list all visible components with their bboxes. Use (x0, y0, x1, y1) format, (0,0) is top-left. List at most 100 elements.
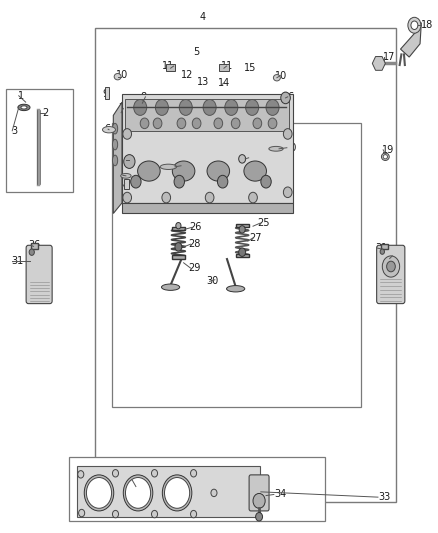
Circle shape (175, 243, 182, 251)
Text: 9: 9 (102, 88, 109, 99)
Ellipse shape (269, 147, 283, 151)
Bar (112, 123, 361, 407)
Polygon shape (400, 22, 421, 57)
Circle shape (78, 471, 84, 478)
Ellipse shape (114, 74, 121, 80)
Ellipse shape (138, 161, 160, 181)
Text: 22: 22 (178, 161, 191, 171)
Circle shape (217, 175, 228, 188)
Ellipse shape (21, 106, 27, 109)
Ellipse shape (266, 100, 279, 115)
Circle shape (211, 489, 217, 497)
Circle shape (153, 118, 162, 128)
Ellipse shape (113, 139, 118, 150)
Ellipse shape (203, 100, 216, 115)
Bar (172, 255, 185, 259)
Circle shape (152, 511, 158, 518)
Circle shape (152, 470, 158, 477)
Text: 10: 10 (117, 70, 129, 79)
Ellipse shape (121, 173, 131, 178)
Text: 30: 30 (206, 276, 219, 286)
Circle shape (113, 511, 119, 518)
Polygon shape (122, 203, 293, 214)
Circle shape (205, 192, 214, 203)
Text: 11: 11 (220, 61, 233, 71)
Circle shape (249, 192, 258, 203)
Text: 13: 13 (197, 77, 209, 87)
Bar (124, 179, 128, 189)
Circle shape (380, 249, 385, 254)
Bar (172, 227, 185, 230)
Bar (105, 87, 109, 99)
Circle shape (411, 21, 418, 29)
Text: 6: 6 (104, 124, 110, 134)
Ellipse shape (102, 126, 116, 133)
FancyBboxPatch shape (122, 94, 293, 203)
Circle shape (239, 155, 246, 163)
Ellipse shape (165, 478, 190, 508)
Circle shape (239, 248, 246, 256)
FancyBboxPatch shape (125, 100, 289, 131)
Circle shape (191, 470, 197, 477)
Circle shape (162, 192, 170, 203)
Circle shape (140, 118, 149, 128)
Ellipse shape (273, 75, 280, 81)
Circle shape (382, 256, 399, 277)
Text: 29: 29 (188, 263, 200, 273)
Text: 19: 19 (382, 145, 395, 155)
Ellipse shape (172, 161, 195, 181)
Circle shape (176, 222, 181, 229)
Text: 14: 14 (218, 78, 230, 88)
Circle shape (131, 175, 141, 188)
Bar (236, 223, 249, 227)
Text: 7: 7 (119, 103, 125, 114)
Text: 31: 31 (11, 256, 23, 266)
Circle shape (239, 225, 245, 233)
Text: 23: 23 (120, 171, 132, 180)
Text: 16: 16 (283, 92, 296, 102)
Text: 8: 8 (140, 92, 146, 102)
Circle shape (261, 175, 271, 188)
Bar (69, 457, 325, 521)
Ellipse shape (162, 475, 192, 511)
Circle shape (253, 118, 261, 128)
Text: 35: 35 (131, 475, 144, 484)
Circle shape (281, 92, 290, 104)
Ellipse shape (225, 100, 238, 115)
Ellipse shape (162, 284, 180, 290)
Bar (219, 64, 229, 71)
Text: 33: 33 (378, 492, 390, 502)
Bar (236, 254, 249, 257)
Ellipse shape (160, 164, 177, 169)
Text: 34: 34 (274, 489, 286, 499)
Text: 4: 4 (200, 12, 206, 22)
Text: 21: 21 (245, 153, 258, 163)
FancyBboxPatch shape (78, 466, 260, 517)
Text: 20: 20 (285, 143, 297, 153)
Text: 10: 10 (275, 70, 287, 80)
Text: 36: 36 (28, 240, 41, 251)
Circle shape (174, 175, 184, 188)
Circle shape (214, 118, 223, 128)
Text: 5: 5 (194, 47, 200, 56)
Text: 17: 17 (383, 52, 396, 62)
Bar (381, 244, 388, 249)
Circle shape (283, 128, 292, 139)
Circle shape (113, 470, 119, 477)
Circle shape (177, 118, 186, 128)
Bar (6, 89, 73, 192)
Circle shape (268, 118, 277, 128)
Ellipse shape (226, 286, 245, 292)
Circle shape (124, 155, 135, 168)
Ellipse shape (383, 155, 388, 159)
Text: 3: 3 (11, 126, 17, 136)
Bar (166, 64, 175, 71)
Text: 32: 32 (390, 251, 402, 261)
Circle shape (231, 118, 240, 128)
Text: 24: 24 (120, 181, 132, 191)
FancyBboxPatch shape (249, 475, 269, 511)
Ellipse shape (125, 478, 151, 508)
Text: 26: 26 (189, 222, 201, 232)
Text: 27: 27 (250, 233, 262, 243)
Bar (95, 28, 396, 503)
